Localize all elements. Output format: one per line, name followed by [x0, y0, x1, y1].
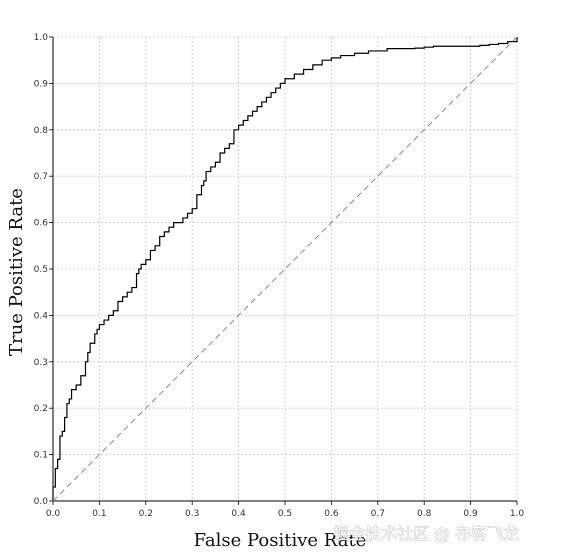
x-tick-label: 0.4 [231, 509, 246, 519]
x-tick-label: 0.0 [46, 509, 61, 519]
y-axis-label: True Positive Rate [6, 188, 27, 356]
y-axis-ticks: 0.0 0.1 0.2 0.3 0.4 0.5 0.6 0.7 0.8 0.9 1.0 [34, 33, 53, 507]
y-tick-label: 0.5 [34, 265, 48, 275]
x-tick-label: 0.7 [371, 509, 385, 519]
grid [52, 36, 518, 502]
x-axis-ticks: 0.0 0.1 0.2 0.3 0.4 0.5 0.6 0.7 0.8 0.9 1.0 [46, 501, 525, 519]
y-tick-label: 0.6 [34, 219, 49, 229]
y-tick-label: 0.8 [34, 126, 49, 136]
y-tick-label: 0.4 [34, 311, 49, 321]
x-tick-label: 0.3 [185, 509, 199, 519]
watermark-text: 掘金技术社区 @ 布客飞龙 [333, 524, 519, 543]
y-tick-label: 0.2 [34, 404, 48, 414]
y-tick-label: 0.3 [34, 358, 48, 368]
y-tick-label: 1.0 [34, 33, 49, 43]
x-tick-label: 0.9 [463, 509, 478, 519]
x-tick-label: 0.1 [92, 509, 106, 519]
series-group [52, 36, 518, 502]
y-tick-label: 0.1 [34, 451, 48, 461]
x-tick-label: 0.5 [278, 509, 292, 519]
y-tick-label: 0.7 [34, 172, 48, 182]
x-tick-label: 0.2 [139, 509, 153, 519]
x-tick-label: 0.8 [417, 509, 432, 519]
roc-curve-line [52, 37, 518, 501]
x-tick-label: 1.0 [510, 509, 525, 519]
x-tick-label: 0.6 [324, 509, 339, 519]
x-axis-label: False Positive Rate [194, 530, 367, 551]
y-tick-label: 0.9 [34, 79, 49, 89]
y-tick-label: 0.0 [34, 497, 49, 507]
